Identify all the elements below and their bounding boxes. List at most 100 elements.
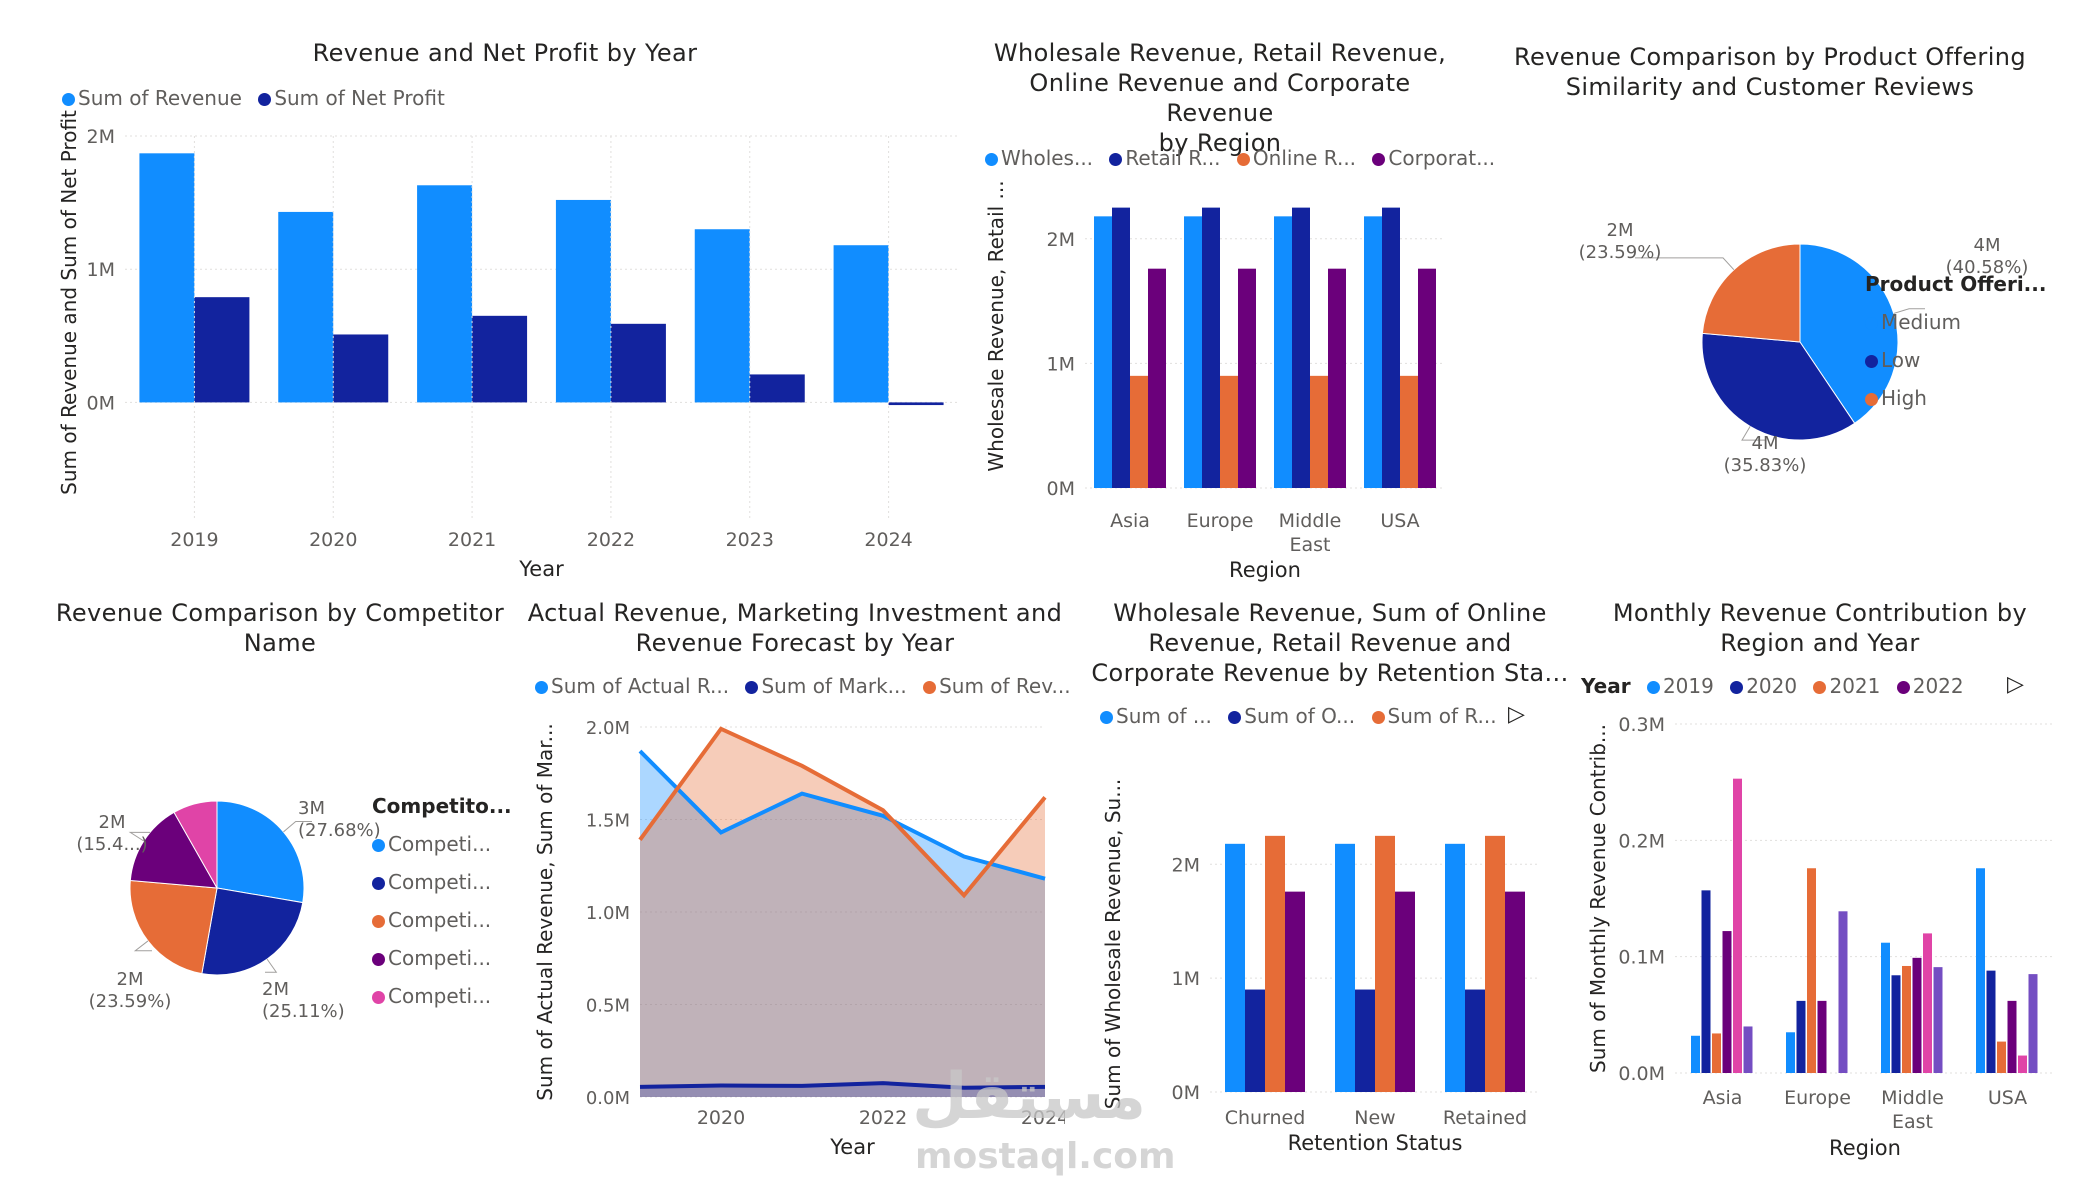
data-label: 2M — [262, 979, 289, 1000]
y-tick-label: 0.2M — [1618, 830, 1665, 852]
leader-line — [133, 940, 152, 952]
x-axis-title: Year — [518, 557, 564, 581]
x-tick-label: Europe — [1187, 510, 1254, 532]
legend-item[interactable]: Competi... — [372, 946, 512, 970]
region-revenue-panel: Wholesale Revenue, Retail Revenue, Onlin… — [975, 36, 1495, 596]
legend-item[interactable]: Competi... — [372, 908, 512, 932]
bar — [2007, 1000, 2017, 1073]
bar — [1395, 891, 1415, 1092]
data-label: 2M — [1607, 220, 1634, 241]
chart-title: Revenue Comparison by Competitor Name — [55, 599, 505, 657]
area-fill — [640, 728, 1045, 1097]
legend-title: Product Offeri... — [1865, 272, 2047, 296]
y-tick-label: 2.0M — [586, 718, 630, 739]
series-line — [639, 1081, 1046, 1090]
bar — [1355, 989, 1375, 1092]
legend-item[interactable]: 2021 — [1813, 674, 1880, 698]
bar — [1148, 268, 1166, 488]
chart-title: Monthly Revenue Contribution by Region a… — [1612, 599, 2028, 657]
bar — [1997, 1041, 2006, 1073]
bar — [1976, 868, 1985, 1073]
data-label-pct: (35.83%) — [1724, 455, 1807, 476]
bar — [694, 229, 750, 403]
legend-item[interactable]: Sum of O... — [1228, 704, 1355, 728]
pie-slice — [129, 811, 218, 889]
y-axis-title: Sum of Revenue and Sum of Net Profit — [57, 110, 81, 495]
legend-item[interactable]: Sum of R... — [1371, 704, 1497, 728]
x-tick-label: Europe — [1784, 1087, 1851, 1109]
legend-item[interactable]: Low — [1865, 348, 2046, 372]
legend-item[interactable]: Corporat... — [1372, 146, 1495, 170]
legend-next-icon[interactable]: ▷ — [2007, 672, 2024, 697]
legend-item[interactable]: Competi... — [372, 832, 512, 856]
bar — [888, 402, 944, 406]
bar — [1733, 778, 1742, 1073]
legend-item[interactable]: Retail R... — [1109, 146, 1221, 170]
legend-item[interactable]: Sum of Actual R... — [535, 674, 729, 698]
legend-item[interactable]: Sum of Mark... — [745, 674, 907, 698]
bar — [1220, 375, 1238, 488]
legend-item[interactable]: Sum of Rev... — [923, 674, 1071, 698]
competitor-pie: 3M(27.68%)2M(25.11%)2M(23.59%)2M(15.4...… — [76, 798, 380, 1022]
y-tick-label: 1.5M — [586, 811, 630, 832]
y-tick-label: 0.0M — [586, 1088, 630, 1109]
y-tick-label: 2M — [1172, 854, 1200, 876]
y-tick-label: 0.3M — [1618, 714, 1665, 736]
chart-legend: Year 2019 2020 2021 2022 — [1581, 674, 1974, 698]
legend-item[interactable]: Online R... — [1236, 146, 1356, 170]
y-tick-label: 1.0M — [586, 903, 630, 924]
legend-item[interactable]: Sum of Revenue — [62, 86, 242, 110]
legend-item[interactable]: Competi... — [372, 870, 512, 894]
monthly-contribution-chart: 0.0M 0.1M 0.2M 0.3M Asia Europe Middle East USA R… — [1586, 714, 2055, 1160]
x-tick-label: Asia — [1703, 1087, 1743, 1109]
leader-line — [128, 831, 150, 842]
x-tick-label: Asia — [1110, 510, 1150, 532]
bar — [1112, 207, 1130, 488]
bar — [333, 334, 389, 403]
legend-title: Competito... — [372, 794, 512, 818]
legend-item[interactable]: Sum of Net Profit — [258, 86, 445, 110]
data-label-pct: (23.59%) — [89, 991, 172, 1012]
competitor-panel: Revenue Comparison by Competitor Name 3M… — [40, 594, 520, 1154]
chart-title: Revenue Comparison by Product Offering S… — [1513, 43, 2027, 101]
bar — [1505, 891, 1525, 1092]
pie-slice — [1701, 332, 1856, 441]
bar — [1881, 942, 1890, 1073]
legend-item[interactable]: Competi... — [372, 984, 512, 1008]
x-axis-title: Year — [829, 1135, 875, 1159]
revenue-net-profit-panel: Revenue and Net Profit by Year Sum of Re… — [40, 36, 970, 596]
actual-vs-forecast-chart: 0.0M 0.5M 1.0M 1.5M 2.0M 2020 2022 2024 Year Sum … — [533, 718, 1065, 1159]
bar — [1743, 1026, 1753, 1073]
bar — [1807, 868, 1816, 1073]
data-label: 4M — [1974, 235, 2001, 256]
x-tick-label: Retained — [1443, 1107, 1527, 1129]
legend-item[interactable]: High — [1865, 386, 2046, 410]
legend-next-icon[interactable]: ▷ — [1508, 702, 1525, 727]
legend-item[interactable]: Wholes... — [985, 146, 1093, 170]
legend-item[interactable]: 2020 — [1730, 674, 1797, 698]
series-line — [638, 749, 1046, 881]
legend-item[interactable]: 2019 — [1646, 674, 1714, 698]
x-tick-label: 2019 — [170, 529, 218, 551]
bar — [2028, 974, 2038, 1073]
y-tick-label: 0M — [87, 392, 115, 414]
leader-line — [1893, 308, 1925, 314]
product-offering-pie: 4M(40.58%)4M(35.83%)2M(23.59%) — [1579, 220, 2029, 476]
watermark-latin: mostaql.com — [915, 1136, 1176, 1177]
x-tick-label: Churned — [1225, 1107, 1306, 1129]
y-tick-label: 2M — [87, 126, 115, 148]
x-tick-label: 2022 — [859, 1107, 907, 1129]
bar — [1225, 843, 1245, 1092]
legend-item[interactable]: Sum of ... — [1100, 704, 1212, 728]
leader-line — [1635, 257, 1735, 271]
y-tick-label: 1M — [87, 259, 115, 281]
legend-item[interactable]: Medium — [1865, 310, 2046, 334]
legend-item[interactable]: 2022 — [1896, 674, 1964, 698]
chart-title: Actual Revenue, Marketing Investment and… — [527, 599, 1063, 657]
y-tick-label: 1M — [1047, 353, 1075, 375]
bar — [194, 297, 250, 403]
revenue-net-profit-chart: 0M 1M 2M 2019 2020 2021 2022 2023 2024 Year Sum of… — [57, 110, 958, 581]
chart-legend: Sum of Revenue Sum of Net Profit — [62, 86, 455, 110]
bar — [749, 374, 805, 403]
leader-line — [265, 958, 278, 973]
